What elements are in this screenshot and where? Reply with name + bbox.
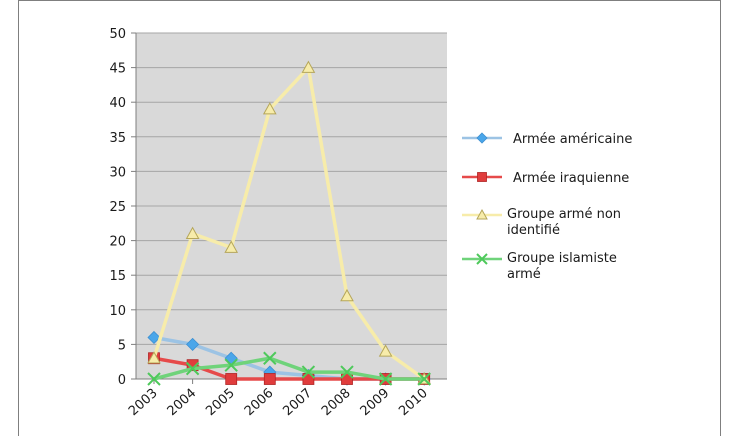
series-point-stroke-b — [340, 365, 354, 379]
series-point — [378, 344, 393, 357]
x-tick-label: 2010 — [396, 386, 431, 419]
y-tick-label: 50 — [109, 27, 126, 42]
series-point — [340, 365, 354, 379]
series-point — [186, 359, 199, 372]
y-tick-label: 10 — [109, 304, 126, 319]
y-tick-label: 0 — [118, 373, 126, 388]
series-point — [224, 358, 238, 372]
x-tick-label: 2005 — [203, 386, 238, 419]
y-tick-label: 25 — [109, 200, 126, 215]
series-point — [186, 337, 200, 351]
series-point — [340, 288, 354, 302]
series-point — [263, 373, 276, 385]
legend-item: Armée iraquienne — [462, 171, 629, 186]
series-point-stroke-b — [378, 372, 393, 386]
legend-item: Armée américaine — [462, 132, 632, 147]
series-layer — [147, 60, 432, 386]
series-2 — [147, 60, 432, 385]
series-point — [185, 361, 200, 376]
series-point-stroke-b — [224, 358, 238, 372]
legend-label: Groupe armé non — [507, 207, 621, 222]
x-axis: 2003 2004 2005 2006 2007 2008 2009 2010 — [126, 378, 447, 419]
y-tick-label: 35 — [109, 131, 126, 146]
x-tick-label: 2006 — [242, 386, 277, 419]
legend-swatch-marker — [477, 172, 487, 182]
series-point — [147, 330, 161, 345]
series-point — [224, 240, 239, 253]
x-tick-label: 2007 — [280, 386, 315, 419]
series-line — [152, 65, 426, 381]
legend-label: armé — [507, 267, 541, 282]
series-point — [417, 372, 431, 386]
legend-swatch-marker — [476, 253, 488, 265]
x-tick-label: 2009 — [358, 386, 393, 419]
x-tick-label: 2008 — [319, 386, 354, 419]
x-tick-label: 2004 — [165, 386, 200, 419]
legend-label: Armée iraquienne — [513, 171, 629, 186]
series-line — [152, 356, 426, 381]
legend-label: Armée américaine — [513, 132, 632, 147]
gridlines — [136, 32, 447, 380]
y-tick-label: 30 — [109, 165, 126, 180]
series-point — [185, 226, 200, 239]
series-point — [378, 372, 393, 386]
series-point-stroke-b — [417, 372, 431, 386]
series-point — [263, 351, 277, 365]
y-tick-label: 40 — [109, 96, 126, 111]
series-point — [262, 102, 277, 115]
y-tick-label: 15 — [109, 269, 126, 284]
x-tick-label: 2003 — [126, 386, 161, 419]
series-point — [147, 351, 161, 364]
y-axis: 0 5 10 15 20 25 30 35 40 45 50 — [109, 27, 137, 388]
y-tick-label: 5 — [118, 338, 126, 353]
series-point — [301, 60, 316, 73]
legend: Armée américaine Armée iraquienne Groupe a… — [462, 132, 632, 282]
legend-label: Groupe islamiste — [507, 251, 617, 266]
series-3 — [147, 351, 431, 386]
series-point — [147, 372, 161, 386]
legend-swatch-marker — [476, 208, 488, 220]
legend-swatch-marker-stroke-b — [476, 253, 488, 265]
y-tick-label: 20 — [109, 235, 126, 250]
legend-swatch-marker — [476, 132, 488, 144]
series-point-stroke-b — [147, 372, 161, 386]
legend-label: identifié — [507, 223, 560, 238]
series-point-stroke-b — [263, 351, 277, 365]
series-point-stroke-b — [301, 365, 316, 379]
series-point — [301, 365, 316, 379]
series-point — [225, 373, 238, 385]
series-point-stroke-b — [185, 361, 200, 376]
y-tick-label: 45 — [109, 62, 126, 77]
